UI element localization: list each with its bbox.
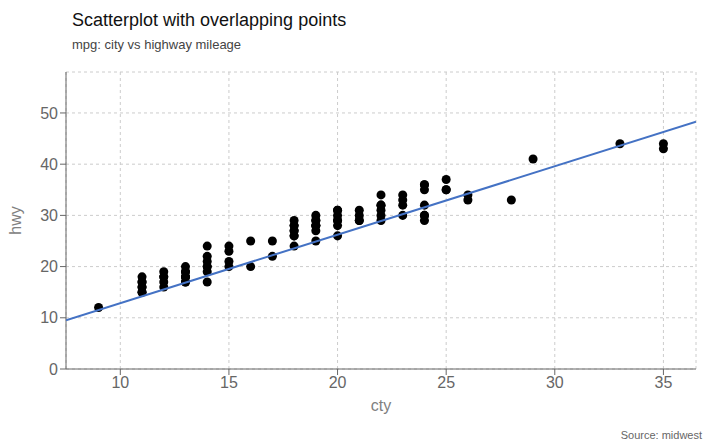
svg-text:25: 25 xyxy=(437,374,455,391)
svg-text:0: 0 xyxy=(49,361,58,378)
svg-text:35: 35 xyxy=(655,374,673,391)
svg-text:20: 20 xyxy=(40,258,58,275)
svg-text:hwy: hwy xyxy=(8,206,24,234)
svg-text:30: 30 xyxy=(40,207,58,224)
svg-text:10: 10 xyxy=(40,309,58,326)
html-text:mpg: city vs highway mileage: mpg: city vs highway mileage xyxy=(72,37,242,52)
html-text:Scatterplot with overlapping p: Scatterplot with overlapping points xyxy=(72,10,347,30)
svg-text:30: 30 xyxy=(546,374,564,391)
svg-text:20: 20 xyxy=(329,374,347,391)
svg-text:50: 50 xyxy=(40,105,58,122)
svg-text:cty: cty xyxy=(371,397,391,414)
svg-text:40: 40 xyxy=(40,156,58,173)
svg-text:15: 15 xyxy=(220,374,238,391)
svg-text:10: 10 xyxy=(111,374,129,391)
html-text:Source: midwest: Source: midwest xyxy=(620,429,702,441)
